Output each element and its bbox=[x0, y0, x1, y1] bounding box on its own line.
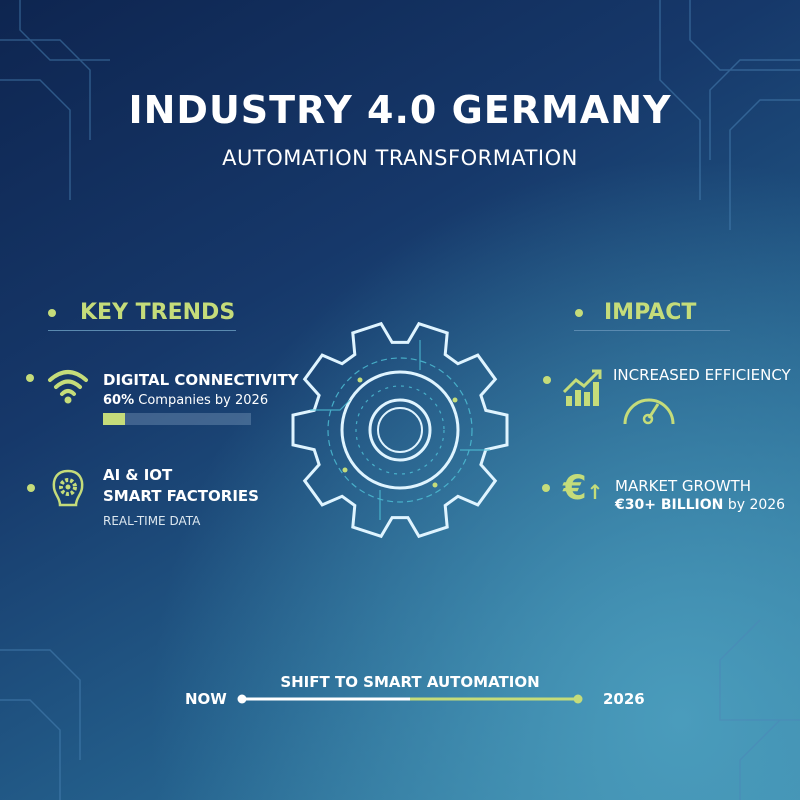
gear-icon bbox=[291, 321, 509, 539]
progress-fill bbox=[103, 413, 126, 425]
bullet-dot bbox=[27, 484, 35, 492]
timeline-end-dot bbox=[573, 694, 583, 704]
divider bbox=[48, 330, 236, 331]
impact-heading: IMPACT bbox=[604, 300, 697, 325]
wifi-icon bbox=[48, 370, 88, 404]
trend-title-line2: SMART FACTORIES bbox=[103, 487, 259, 505]
trend-subtitle: REAL-TIME DATA bbox=[103, 514, 201, 528]
brain-gear-icon bbox=[52, 469, 84, 507]
euro-up-icon: €↑ bbox=[563, 468, 604, 508]
connectivity-progress-bar bbox=[103, 413, 251, 425]
speedometer-icon bbox=[623, 398, 675, 425]
impact-stat: €30+ BILLION by 2026 bbox=[615, 497, 785, 513]
page-subtitle: AUTOMATION TRANSFORMATION bbox=[222, 146, 578, 170]
trend-stat-text: Companies by 2026 bbox=[134, 393, 269, 408]
timeline-start-dot bbox=[237, 694, 247, 704]
timeline-end: 2026 bbox=[603, 690, 645, 708]
bullet-dot bbox=[543, 376, 551, 384]
timeline-label: SHIFT TO SMART AUTOMATION bbox=[280, 673, 540, 691]
impact-title: MARKET GROWTH bbox=[615, 477, 751, 495]
trend-stat-value: 60% bbox=[103, 393, 135, 408]
bullet-dot bbox=[26, 374, 34, 382]
impact-stat-text: by 2026 bbox=[723, 497, 786, 513]
timeline-start: NOW bbox=[185, 690, 227, 708]
trend-title: DIGITAL CONNECTIVITY bbox=[103, 371, 299, 389]
bullet-dot bbox=[575, 309, 583, 317]
page-title: INDUSTRY 4.0 GERMANY bbox=[128, 88, 672, 132]
timeline-track bbox=[237, 694, 583, 704]
key-trends-heading: KEY TRENDS bbox=[80, 300, 236, 325]
growth-chart-icon bbox=[562, 369, 602, 406]
trend-stat: 60% Companies by 2026 bbox=[103, 393, 268, 408]
bullet-dot bbox=[48, 309, 56, 317]
trend-title-line1: AI & IOT bbox=[103, 466, 173, 484]
bullet-dot bbox=[542, 484, 550, 492]
divider bbox=[574, 330, 730, 331]
impact-stat-value: €30+ BILLION bbox=[615, 497, 724, 513]
impact-title: INCREASED EFFICIENCY bbox=[613, 366, 791, 384]
